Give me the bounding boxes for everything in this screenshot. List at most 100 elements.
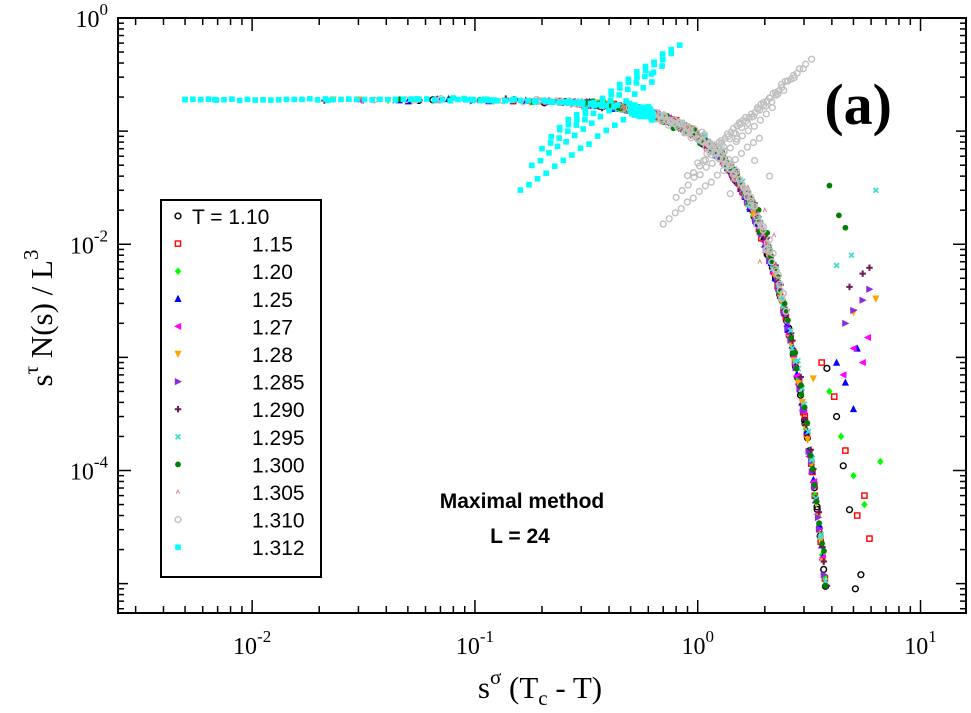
data-point: [252, 97, 259, 103]
data-point: [689, 169, 698, 177]
data-point: [517, 97, 524, 104]
legend-marker: [174, 433, 182, 440]
data-point: [740, 184, 748, 192]
data-point: [560, 157, 567, 164]
data-point: [711, 141, 719, 149]
data-point: [221, 96, 227, 103]
data-point: [714, 154, 722, 162]
data-point: [540, 97, 547, 104]
data-point: [765, 94, 774, 102]
legend-entry: 1.20: [174, 261, 293, 284]
data-point: [771, 265, 779, 273]
data-point: [361, 96, 368, 103]
data-point: [677, 205, 685, 213]
data-point: [771, 88, 780, 97]
data-point: [798, 391, 805, 398]
data-point: [751, 156, 759, 165]
data-point: [788, 334, 795, 341]
data-point: [346, 96, 352, 102]
data-point: [580, 126, 587, 132]
data-point: [698, 136, 706, 145]
legend-marker: [175, 544, 181, 550]
data-point: [832, 358, 841, 366]
data-point: [631, 91, 638, 97]
data-point: [822, 577, 829, 584]
data-point: [565, 116, 572, 123]
data-point: [684, 181, 692, 189]
data-point: [689, 131, 697, 139]
data-point: [872, 295, 880, 303]
series-1.312-streaks: [182, 42, 683, 193]
data-point: [805, 428, 812, 435]
data-point: [820, 565, 828, 574]
data-point: [807, 446, 814, 453]
data-point: [816, 525, 824, 533]
data-point: [608, 92, 615, 98]
data-point: [859, 296, 867, 304]
data-point: [749, 139, 758, 147]
data-point: [743, 143, 752, 151]
legend-marker: [174, 240, 182, 247]
legend-entry: 1.25: [174, 289, 293, 312]
data-point: [517, 187, 524, 193]
data-point: [861, 492, 868, 499]
data-point: [338, 96, 344, 103]
series-1.28: [329, 96, 880, 566]
data-point: [244, 96, 251, 103]
data-point: [769, 249, 777, 257]
data-point: [694, 136, 703, 144]
data-point: [823, 364, 831, 372]
data-point: [574, 117, 580, 123]
data-point: [762, 110, 770, 118]
data-point: [668, 50, 675, 57]
data-point: [815, 508, 823, 516]
data-point: [807, 452, 814, 459]
legend-marker: [174, 322, 182, 330]
data-point: [543, 170, 549, 177]
data-point: [283, 96, 290, 103]
data-point: [695, 187, 703, 196]
data-point: [462, 97, 469, 103]
data-point: [466, 96, 473, 103]
data-point: [614, 102, 621, 108]
data-point: [775, 275, 781, 281]
data-point: [819, 540, 826, 547]
data-point: [857, 571, 865, 579]
data-point: [676, 42, 683, 48]
data-point: [642, 63, 649, 70]
data-point: [839, 462, 847, 470]
data-point: [481, 96, 488, 103]
data-point: [702, 163, 710, 171]
data-point: [756, 116, 764, 124]
data-point: [408, 96, 415, 102]
data-point: [729, 124, 738, 132]
data-point: [556, 135, 562, 141]
data-point: [768, 258, 776, 266]
data-point: [848, 252, 855, 259]
data-point: [720, 148, 728, 156]
data-point: [625, 76, 632, 83]
legend-entry: 1.290: [174, 399, 305, 422]
data-point: [573, 122, 580, 128]
legend-marker: [175, 461, 181, 468]
data-point: [801, 404, 808, 411]
data-point: [859, 270, 866, 277]
legend-label: 1.305: [252, 482, 305, 505]
y-tick-label: 10-2: [70, 226, 108, 259]
y-tick-label: 100: [76, 0, 109, 33]
data-point: [811, 481, 818, 488]
data-point: [802, 60, 810, 68]
data-point: [771, 232, 777, 238]
data-point: [814, 513, 823, 522]
legend-label: T = 1.10: [192, 206, 269, 229]
legend-entry: 1.295: [174, 427, 305, 450]
legend: T = 1.10 1.15 1.20 1.25 1.27 1.28 1.285 1.290 1.…: [160, 199, 322, 578]
data-point: [416, 96, 422, 103]
data-point: [837, 432, 845, 441]
series-1.310: [370, 95, 790, 315]
data-point: [646, 110, 652, 117]
series-1.20: [358, 96, 884, 581]
data-point: [737, 149, 746, 158]
data-point: [213, 97, 220, 103]
data-point: [573, 111, 580, 118]
